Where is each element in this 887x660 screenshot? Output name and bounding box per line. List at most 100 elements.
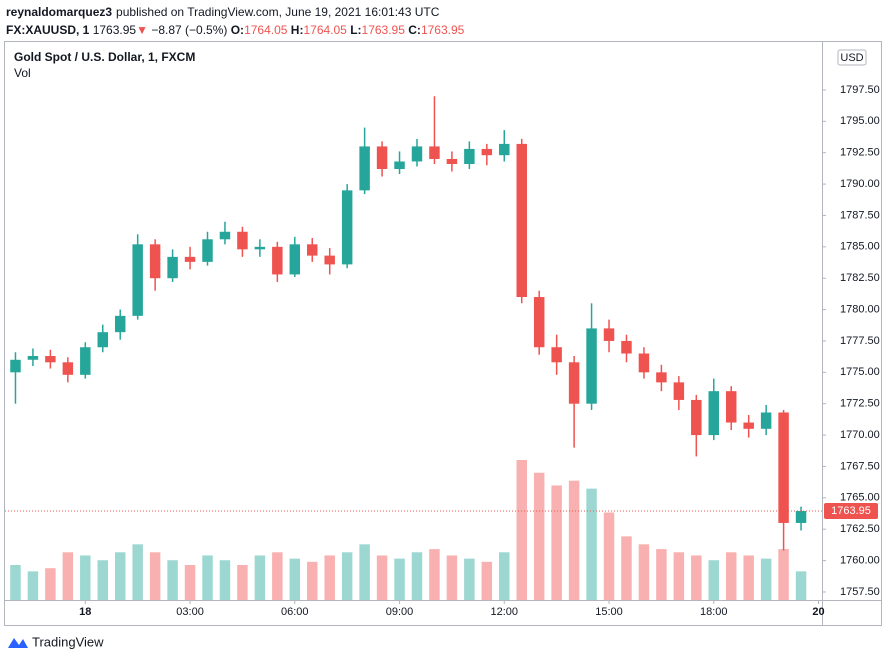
candle-body	[359, 146, 370, 191]
x-tick-label: 18:00	[700, 606, 728, 618]
x-tick-label: 12:00	[491, 606, 519, 618]
candle-body	[307, 244, 318, 256]
high-label: H:	[290, 23, 304, 37]
volume-bar	[551, 485, 562, 600]
volume-bar	[725, 552, 737, 600]
volume-bar	[533, 472, 545, 600]
symbol: FX:XAUUSD, 1	[6, 23, 90, 37]
candle-body	[603, 328, 615, 341]
candle-body	[237, 231, 248, 250]
open: 1764.05	[244, 23, 288, 37]
y-tick-label: 1777.50	[840, 335, 880, 347]
low-label: L:	[350, 23, 362, 37]
volume-bar	[446, 555, 458, 600]
volume-bar	[10, 565, 21, 600]
candle-body	[114, 315, 126, 333]
candle-body	[516, 143, 527, 298]
x-tick-label: 18	[79, 606, 91, 618]
volume-bar	[586, 488, 597, 600]
x-tick-label: 09:00	[386, 606, 414, 618]
volume-bar	[132, 544, 143, 600]
candle-body	[551, 347, 562, 363]
volume-bar	[202, 555, 213, 600]
open-label: O:	[230, 23, 245, 37]
volume-bar	[45, 568, 56, 600]
volume-bar	[114, 552, 126, 600]
volume-bar	[184, 565, 196, 600]
y-tick-label: 1787.50	[840, 209, 880, 221]
candle-body	[219, 231, 231, 240]
volume-bar	[673, 552, 685, 600]
candle-body	[202, 239, 213, 262]
volume-bar	[568, 480, 580, 600]
volume-bar	[394, 558, 405, 600]
y-tick-label: 1785.00	[840, 241, 880, 253]
volume-bar	[272, 552, 283, 600]
candle-body	[446, 158, 458, 164]
candle-body	[795, 511, 807, 523]
low: 1763.95	[361, 23, 405, 37]
volume-bar	[167, 560, 178, 600]
candle-body	[743, 422, 754, 429]
brand: TradingView	[32, 634, 104, 649]
chart-border	[4, 41, 882, 626]
volume-bar	[341, 552, 353, 600]
volume-bar	[62, 552, 74, 600]
y-tick-label: 1767.50	[840, 460, 880, 472]
candle-body	[499, 143, 510, 156]
candle-body	[778, 412, 789, 523]
candle-body	[464, 148, 475, 164]
close-label: C:	[408, 23, 421, 37]
last-price-box	[824, 503, 878, 520]
candle-body	[760, 412, 772, 429]
candle-body	[97, 332, 108, 348]
y-tick-label: 1792.50	[840, 147, 880, 159]
quote-line: FX:XAUUSD, 1 1763.95▼ −8.87 (−0.5%) O:17…	[6, 23, 464, 37]
candle-body	[708, 391, 720, 436]
currency-box	[837, 49, 867, 66]
volume-bar	[429, 549, 440, 600]
y-tick-label: 1795.00	[840, 115, 880, 127]
candle-body	[45, 356, 56, 363]
candle-body	[411, 146, 423, 162]
y-tick-label: 1770.00	[840, 429, 880, 441]
change: −8.87 (−0.5%)	[151, 23, 228, 37]
volume-bar	[289, 558, 301, 600]
candle-body	[638, 353, 650, 373]
y-tick-label: 1772.50	[840, 398, 880, 410]
volume-bar	[656, 549, 667, 600]
volume-bar	[743, 555, 754, 600]
y-tick-label: 1757.50	[840, 586, 880, 598]
volume-bar	[324, 555, 335, 600]
candle-body	[673, 382, 685, 400]
volume-bar	[795, 571, 807, 600]
y-tick-label: 1790.00	[840, 178, 880, 190]
y-tick-label: 1797.50	[840, 84, 880, 96]
volume-bar	[760, 558, 772, 600]
volume-bar	[359, 544, 370, 600]
y-tick-label: 1765.00	[840, 492, 880, 504]
volume-bar	[411, 552, 423, 600]
y-tick-label: 1762.50	[840, 523, 880, 535]
volume-bar	[237, 565, 248, 600]
chart-title: Gold Spot / U.S. Dollar, 1, FXCM	[14, 50, 195, 64]
volume-bar	[464, 558, 475, 600]
candle-body	[184, 256, 196, 262]
volume-bar	[376, 555, 388, 600]
volume-bar	[516, 460, 527, 600]
candle-body	[394, 161, 405, 170]
candle-body	[586, 328, 597, 404]
price: 1763.95	[92, 23, 137, 37]
currency: USD	[840, 52, 863, 64]
volume-bar	[638, 544, 650, 600]
volume-bar	[219, 560, 231, 600]
candle-body	[272, 246, 283, 275]
publish-line: reynaldomarquez3 published on TradingView…	[6, 5, 439, 19]
candle-body	[533, 297, 545, 348]
close: 1763.95	[420, 23, 465, 37]
volume-bar	[254, 555, 266, 600]
volume-bar	[80, 555, 91, 600]
published: published on TradingView.com, June 19, 2…	[116, 5, 440, 19]
volume-label: Vol	[14, 66, 31, 80]
